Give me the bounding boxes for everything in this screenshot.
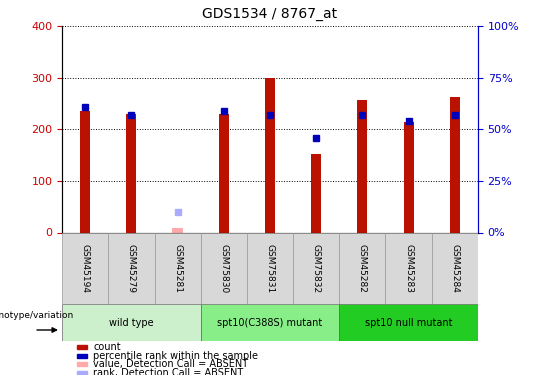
Bar: [62, 304, 201, 341]
Bar: [450, 98, 460, 232]
Text: GSM75832: GSM75832: [312, 244, 321, 292]
Text: GSM45284: GSM45284: [450, 244, 460, 292]
Text: GSM45283: GSM45283: [404, 244, 413, 292]
Bar: [172, 228, 184, 232]
Text: GSM45281: GSM45281: [173, 244, 182, 292]
Text: genotype/variation: genotype/variation: [0, 310, 74, 320]
Bar: [126, 114, 137, 232]
Text: GSM75830: GSM75830: [219, 243, 228, 293]
Bar: [431, 232, 478, 304]
Bar: [62, 232, 109, 304]
Bar: [339, 304, 478, 341]
Bar: [386, 232, 431, 304]
Bar: [311, 154, 321, 232]
Bar: [357, 100, 368, 232]
Text: count: count: [93, 342, 121, 352]
Bar: [293, 232, 339, 304]
Bar: [109, 232, 154, 304]
Bar: [201, 304, 339, 341]
Text: GSM45282: GSM45282: [358, 244, 367, 292]
Bar: [201, 232, 247, 304]
Bar: [77, 362, 87, 366]
Text: spt10(C388S) mutant: spt10(C388S) mutant: [218, 318, 322, 327]
Text: rank, Detection Call = ABSENT: rank, Detection Call = ABSENT: [93, 368, 244, 375]
Bar: [77, 354, 87, 358]
Bar: [265, 78, 275, 232]
Text: wild type: wild type: [109, 318, 154, 327]
Bar: [339, 232, 386, 304]
Text: percentile rank within the sample: percentile rank within the sample: [93, 351, 258, 361]
Bar: [403, 122, 414, 232]
Bar: [154, 232, 201, 304]
Text: spt10 null mutant: spt10 null mutant: [365, 318, 453, 327]
Bar: [77, 370, 87, 375]
Bar: [219, 114, 229, 232]
Text: GSM45279: GSM45279: [127, 244, 136, 292]
Text: value, Detection Call = ABSENT: value, Detection Call = ABSENT: [93, 359, 248, 369]
Text: GSM75831: GSM75831: [266, 243, 274, 293]
Title: GDS1534 / 8767_at: GDS1534 / 8767_at: [202, 7, 338, 21]
Bar: [80, 111, 90, 232]
Bar: [247, 232, 293, 304]
Bar: [77, 345, 87, 350]
Text: GSM45194: GSM45194: [80, 244, 90, 292]
